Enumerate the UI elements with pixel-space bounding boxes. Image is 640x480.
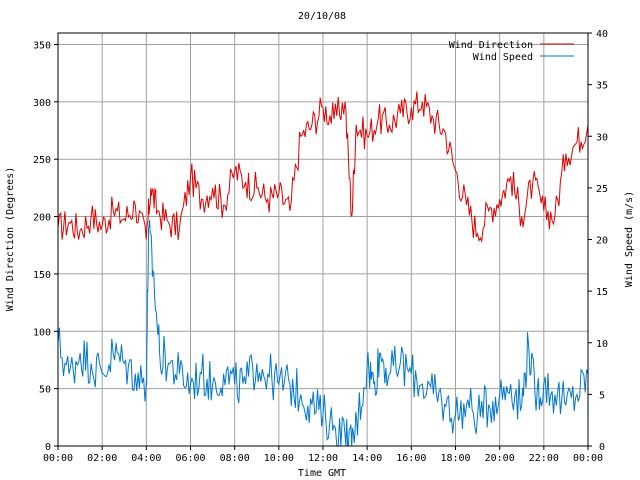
x-tick-label: 10:00 [264, 453, 294, 464]
legend-label: Wind Direction [449, 40, 533, 51]
x-tick-label: 00:00 [573, 453, 603, 464]
x-tick-label: 00:00 [43, 453, 73, 464]
x-tick-label: 12:00 [308, 453, 338, 464]
right-y-tick-label: 0 [599, 442, 605, 453]
x-axis: 00:00 02:00 04:00 06:00 08:00 10:00 12:00 14:00… [43, 446, 603, 464]
x-tick-label: 16:00 [396, 453, 426, 464]
x-tick-label: 04:00 [131, 453, 161, 464]
x-tick-label: 14:00 [352, 453, 382, 464]
legend-label: Wind Speed [473, 52, 533, 63]
series-line-wind-speed [57, 220, 589, 447]
series-line-wind-direction [57, 91, 589, 244]
left-y-tick-label: 200 [33, 213, 51, 224]
x-tick-label: 02:00 [87, 453, 117, 464]
left-y-tick-label: 100 [33, 327, 51, 338]
right-y-tick-label: 30 [596, 132, 608, 143]
x-tick-label: 06:00 [175, 453, 205, 464]
left-y-axis: 0 50 100 150 200 250 300 350 [33, 40, 58, 453]
series-layer [57, 91, 589, 447]
x-tick-label: 08:00 [220, 453, 250, 464]
right-y-tick-label: 40 [596, 29, 608, 40]
left-y-tick-label: 250 [33, 155, 51, 166]
chart-title: 20/10/08 [298, 11, 346, 22]
right-y-tick-label: 20 [596, 236, 608, 247]
x-tick-label: 22:00 [529, 453, 559, 464]
left-y-axis-title: Wind Direction (Degrees) [5, 167, 16, 312]
x-axis-title: Time GMT [298, 468, 346, 479]
right-y-tick-label: 35 [596, 81, 608, 92]
left-y-tick-label: 350 [33, 40, 51, 51]
right-y-tick-label: 25 [596, 184, 608, 195]
left-y-tick-label: 50 [39, 385, 51, 396]
left-y-tick-label: 0 [45, 442, 51, 453]
right-y-axis-title: Wind Speed (m/s) [624, 191, 635, 287]
right-y-axis: 0 5 10 15 20 25 30 35 40 [588, 29, 608, 453]
left-y-tick-label: 300 [33, 98, 51, 109]
right-y-tick-label: 15 [596, 287, 608, 298]
x-tick-label: 18:00 [440, 453, 470, 464]
x-tick-label: 20:00 [485, 453, 515, 464]
right-y-tick-label: 5 [599, 390, 605, 401]
right-y-tick-label: 10 [596, 339, 608, 350]
left-y-tick-label: 150 [33, 270, 51, 281]
